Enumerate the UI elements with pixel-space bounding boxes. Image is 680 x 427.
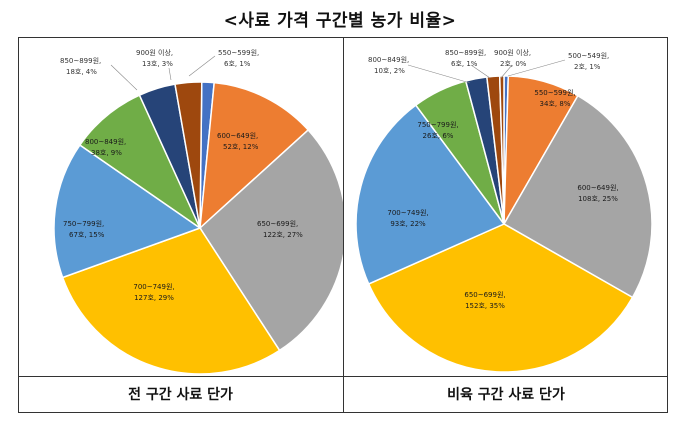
slice-label-count-2-0: 2호, 1% bbox=[574, 63, 601, 71]
slice-label-band-2-1: 550~599원, bbox=[534, 88, 575, 97]
pie-slice-1-1 bbox=[199, 81, 310, 230]
slice-label-band-2-0: 500~549원, bbox=[568, 51, 609, 60]
slice-label-band-1-0: 550~599원, bbox=[218, 48, 259, 57]
slice-label-count-1-1: 52호, 12% bbox=[223, 143, 259, 151]
slice-label-band-1-6: 850~899원, bbox=[60, 56, 101, 65]
slice-label-band-1-1: 600~649원, bbox=[217, 131, 258, 140]
slice-label-count-2-1: 34호, 8% bbox=[540, 100, 571, 108]
caption-all-sections: 전 구간 사료 단가 bbox=[128, 387, 233, 403]
leader-line-2-8 bbox=[500, 64, 513, 79]
slice-label-band-1-2: 650~699원, bbox=[257, 219, 298, 228]
slice-label-band-1-4: 750~799원, bbox=[63, 219, 104, 228]
slice-label-band-1-7: 900원 이상, bbox=[136, 48, 173, 57]
slice-label-count-1-2: 122호, 27% bbox=[263, 231, 303, 239]
slice-label-band-2-5: 750~799원, bbox=[417, 120, 458, 129]
slice-label-band-2-4: 700~749원, bbox=[387, 208, 428, 217]
leader-line-2-6 bbox=[407, 64, 471, 84]
slice-label-count-1-5: 38호, 9% bbox=[91, 149, 122, 157]
slice-label-count-1-7: 13호, 3% bbox=[142, 60, 173, 68]
slice-label-count-2-5: 26호, 6% bbox=[423, 132, 454, 140]
slice-label-band-2-8: 900원 이상, bbox=[494, 48, 531, 57]
caption-fattening-section: 비육 구간 사료 단가 bbox=[447, 387, 565, 403]
slice-label-band-2-6: 800~849원, bbox=[368, 55, 409, 64]
page-title: <사료 가격 구간별 농가 비율> bbox=[223, 11, 457, 31]
leader-line-1-6 bbox=[110, 64, 138, 91]
leader-line-2-7 bbox=[470, 64, 491, 79]
slice-label-count-1-0: 6호, 1% bbox=[224, 60, 251, 68]
pie-chart-fattening-section: 500~549원, 2호, 1% 550~599원, 34호, 8% 600~649원,… bbox=[355, 48, 653, 373]
pie-slice-2-8 bbox=[498, 75, 505, 225]
pie-slice-2-4 bbox=[355, 104, 506, 285]
frame-divider-vertical bbox=[343, 37, 344, 413]
slice-label-count-2-2: 108호, 25% bbox=[578, 195, 618, 203]
slice-label-count-1-6: 18호, 4% bbox=[66, 68, 97, 76]
leader-line-2-0 bbox=[507, 59, 566, 77]
slice-label-count-2-6: 10호, 2% bbox=[374, 67, 405, 75]
pie-slice-1-7 bbox=[174, 81, 203, 229]
slice-label-count-1-3: 127호, 29% bbox=[134, 294, 174, 302]
pie-slice-2-2 bbox=[502, 94, 653, 299]
slice-label-band-2-3: 650~699원, bbox=[464, 290, 505, 299]
slice-label-count-2-7: 6호, 1% bbox=[451, 60, 478, 68]
slice-label-band-1-3: 700~749원, bbox=[133, 282, 174, 291]
pie-slice-1-3 bbox=[61, 227, 281, 375]
leader-line-1-7 bbox=[168, 67, 172, 81]
slice-label-count-2-8: 2호, 0% bbox=[500, 60, 527, 68]
pie-slice-1-2 bbox=[199, 128, 343, 352]
slice-label-band-2-7: 850~899원, bbox=[445, 48, 486, 57]
leader-line-1-0 bbox=[188, 55, 216, 77]
slice-label-band-2-2: 600~649원, bbox=[577, 183, 618, 192]
pie-chart-all-sections: 550~599원, 6호, 1% 600~649원, 52호, 12% 650~699원… bbox=[53, 48, 343, 375]
pie-slice-2-3 bbox=[367, 223, 634, 373]
slice-label-band-1-5: 800~849원, bbox=[85, 137, 126, 146]
pie-slice-1-4 bbox=[53, 143, 202, 279]
frame-divider-horizontal bbox=[18, 376, 668, 377]
slice-label-count-2-3: 152호, 35% bbox=[465, 302, 505, 310]
slice-label-count-2-4: 93호, 22% bbox=[390, 220, 426, 228]
slice-label-count-1-4: 67호, 15% bbox=[69, 231, 105, 239]
